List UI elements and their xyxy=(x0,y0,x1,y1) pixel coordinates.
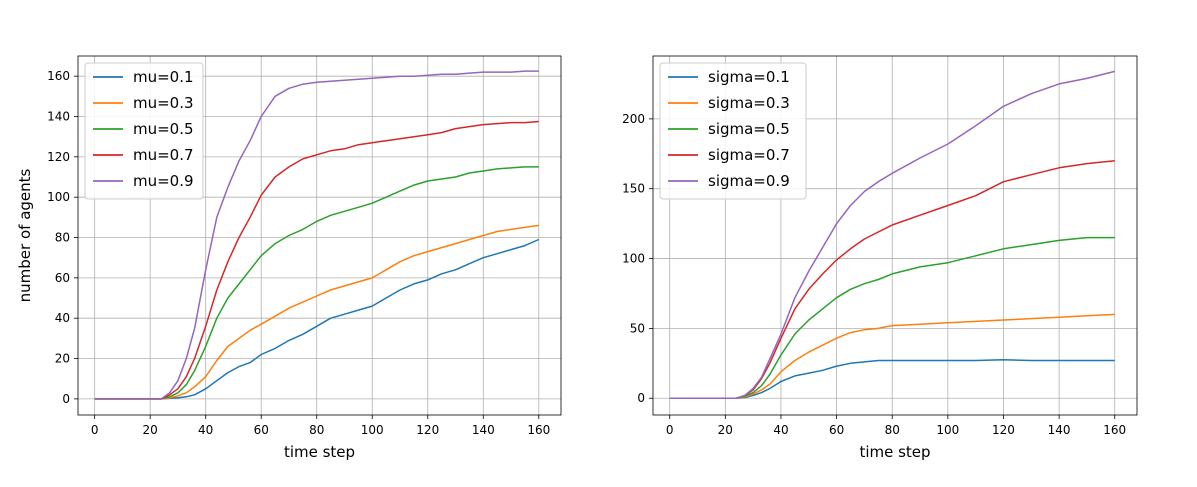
y-tick-label: 40 xyxy=(55,311,70,325)
x-tick-label: 80 xyxy=(309,423,324,437)
legend-box xyxy=(659,62,807,200)
x-tick-label: 60 xyxy=(254,423,269,437)
y-tick-label: 80 xyxy=(55,231,70,245)
y-tick-label: 150 xyxy=(622,182,645,196)
legend-label-4: sigma=0.7 xyxy=(708,146,790,164)
legend-label-3: mu=0.5 xyxy=(133,120,194,138)
legend: mu=0.1 mu=0.3 mu=0.5 mu=0.7 mu=0.9 xyxy=(84,62,204,200)
chart-2: 0 20 40 60 80 100 120 140 160 0 50 100 150 200 time st… xyxy=(622,55,1138,461)
series-line-5 xyxy=(669,70,1115,399)
series-line-2 xyxy=(669,313,1115,399)
legend-label-5: mu=0.9 xyxy=(133,172,194,190)
x-tick-label: 20 xyxy=(143,423,158,437)
x-tick-label: 0 xyxy=(666,423,674,437)
legend-label-1: mu=0.1 xyxy=(133,68,194,86)
y-tick-label: 100 xyxy=(622,252,645,266)
y-tick-label: 50 xyxy=(630,321,645,335)
x-tick-label: 20 xyxy=(718,423,733,437)
x-tick-label: 100 xyxy=(936,423,959,437)
y-tick-label: 140 xyxy=(47,110,70,124)
x-tick-label: 40 xyxy=(198,423,213,437)
x-tick-label: 0 xyxy=(91,423,99,437)
plot-frame xyxy=(77,55,562,416)
x-axis-ticks: 0 20 40 60 80 100 120 140 160 xyxy=(666,415,1126,437)
x-axis-ticks: 0 20 40 60 80 100 120 140 160 xyxy=(91,415,550,437)
y-tick-label: 0 xyxy=(637,391,645,405)
x-tick-label: 140 xyxy=(472,423,495,437)
series-line-4 xyxy=(669,160,1115,399)
series-line-4 xyxy=(94,120,539,400)
series-line-3 xyxy=(94,166,539,400)
grid-lines xyxy=(78,56,561,415)
legend-label-1: sigma=0.1 xyxy=(708,68,790,86)
legend-label-2: mu=0.3 xyxy=(133,94,194,112)
series-line-2 xyxy=(94,224,539,400)
legend-label-5: sigma=0.9 xyxy=(708,172,790,190)
legend: sigma=0.1 sigma=0.3 sigma=0.5 sigma=0.7 sigm… xyxy=(659,62,807,200)
y-tick-label: 200 xyxy=(622,112,645,126)
legend-label-3: sigma=0.5 xyxy=(708,120,790,138)
series-line-1 xyxy=(94,238,540,400)
x-axis-label: time step xyxy=(859,443,930,461)
x-tick-label: 80 xyxy=(885,423,900,437)
y-tick-label: 160 xyxy=(47,69,70,83)
x-tick-label: 60 xyxy=(829,423,844,437)
y-axis-ticks: 0 20 40 60 80 100 120 140 160 xyxy=(47,69,78,406)
x-tick-label: 120 xyxy=(416,423,439,437)
x-tick-label: 160 xyxy=(527,423,550,437)
y-tick-label: 120 xyxy=(47,150,70,164)
chart-1: 0 20 40 60 80 100 120 140 160 0 20 40 60 80 100 120 140 1… xyxy=(16,55,562,461)
legend-label-4: mu=0.7 xyxy=(133,146,194,164)
x-tick-label: 40 xyxy=(773,423,788,437)
y-tick-label: 100 xyxy=(47,190,70,204)
x-tick-label: 120 xyxy=(992,423,1015,437)
series-line-3 xyxy=(669,236,1115,399)
series-line-5 xyxy=(94,70,539,400)
x-tick-label: 100 xyxy=(361,423,384,437)
legend-label-2: sigma=0.3 xyxy=(708,94,790,112)
plot-frame xyxy=(652,55,1138,416)
y-axis-ticks: 0 50 100 150 200 xyxy=(622,112,653,405)
y-tick-label: 60 xyxy=(55,271,70,285)
x-tick-label: 140 xyxy=(1048,423,1071,437)
x-axis-label: time step xyxy=(284,443,355,461)
legend-box xyxy=(84,62,204,200)
series-line-1 xyxy=(669,359,1115,399)
series-group xyxy=(669,70,1115,399)
y-tick-label: 0 xyxy=(62,392,70,406)
series-group xyxy=(94,70,540,400)
y-axis-label: number of agents xyxy=(16,168,34,302)
x-tick-label: 160 xyxy=(1103,423,1126,437)
y-tick-label: 20 xyxy=(55,352,70,366)
